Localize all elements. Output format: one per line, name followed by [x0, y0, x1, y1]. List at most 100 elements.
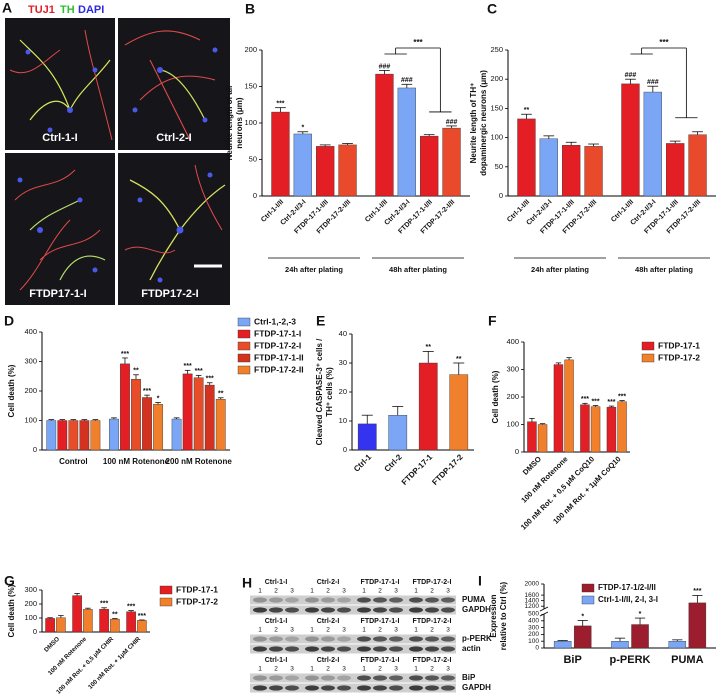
bar — [527, 421, 537, 453]
lane-label: 2 — [430, 666, 434, 673]
lane-label: 1 — [414, 666, 418, 673]
x-tick-label: 200 nM Rotenone — [166, 457, 233, 466]
y-axis-label: Cleaved CASPASE-3⁺ cells / — [315, 338, 324, 446]
panel-letter: F — [488, 313, 497, 329]
lane-label: 1 — [310, 666, 314, 673]
blot-band — [373, 597, 387, 603]
y-axis-label: Cell death (%) — [7, 364, 16, 417]
bar — [90, 420, 101, 451]
lane-label: 3 — [446, 666, 450, 673]
lane-label: 2 — [430, 627, 434, 634]
panel-letter: G — [4, 573, 15, 589]
bar — [643, 91, 662, 197]
y-tick-label: 10 — [339, 416, 347, 425]
significance-label: *** — [100, 601, 108, 608]
x-tick-label: Ctrl-1 — [352, 452, 374, 474]
legend-swatch — [641, 353, 655, 363]
bar — [621, 83, 640, 197]
neurite — [124, 30, 216, 141]
lane-label: 3 — [290, 666, 294, 673]
blot-band — [305, 607, 319, 613]
significance-label: *** — [121, 351, 129, 358]
y-axis-label: Cell death (%) — [7, 584, 16, 637]
blot-band — [337, 685, 351, 691]
lane-label: 2 — [326, 588, 330, 595]
y-tick-label: 0 — [515, 447, 519, 456]
legend-label: FTDP-17-2-II — [254, 364, 304, 374]
lane-label: 3 — [394, 627, 398, 634]
y-tick-label: 200 — [490, 74, 503, 83]
bar — [215, 399, 226, 451]
bar — [182, 373, 193, 451]
lane-label: 3 — [342, 666, 346, 673]
blot-strip — [250, 595, 456, 605]
panel-letter: D — [4, 313, 14, 329]
micrograph — [5, 153, 115, 305]
y-tick-label: 0 — [535, 645, 539, 652]
panel-letter: A — [2, 0, 12, 16]
significance-label: *** — [618, 393, 626, 400]
bar — [449, 374, 469, 451]
blot-band — [305, 685, 319, 691]
blot-band — [337, 597, 351, 603]
bar — [45, 618, 55, 633]
bar — [83, 609, 93, 633]
significance-label: ** — [112, 611, 118, 618]
bar — [537, 424, 548, 453]
tile-label: Ctrl-2-I — [156, 132, 191, 144]
lane-label: 2 — [378, 627, 382, 634]
legend-swatch — [237, 365, 251, 375]
blot-band — [425, 607, 439, 613]
y-tick-label: 200 — [24, 386, 37, 395]
blot-band — [389, 685, 403, 691]
group-label: 48h after plating — [389, 265, 447, 274]
stain-label: TH — [60, 4, 75, 16]
bar — [46, 420, 57, 451]
blot-band — [269, 597, 283, 603]
legend-label: FTDP-17-1/2-I/II — [598, 583, 656, 592]
panel-letter: E — [316, 313, 325, 329]
bar — [611, 641, 629, 649]
y-tick-label: 100 — [24, 613, 37, 622]
blot-band — [321, 636, 335, 642]
significance-label: *** — [195, 368, 203, 375]
panel-letter: I — [478, 573, 482, 589]
bar — [420, 135, 439, 197]
y-tick-label: 100 — [506, 419, 519, 428]
lane-label: 3 — [342, 588, 346, 595]
bar — [137, 620, 147, 633]
blot-band — [373, 607, 387, 613]
blot-band — [269, 685, 283, 691]
y-axis-label: dopaminergic neurons (μm) — [479, 70, 488, 176]
micrograph — [118, 18, 230, 150]
significance-label: *** — [184, 363, 192, 370]
significance-label: *** — [581, 396, 589, 403]
bar — [131, 379, 141, 451]
blot-band — [441, 685, 455, 691]
y-axis-label: neurons (μm) — [235, 97, 244, 148]
lane-label: 3 — [394, 666, 398, 673]
blot-band — [305, 636, 319, 642]
blot-group-label: FTDP-17-2-I — [413, 657, 452, 664]
blot-band — [357, 607, 371, 613]
significance-label: ### — [379, 63, 391, 70]
significance-label: ** — [524, 107, 530, 114]
bar — [517, 118, 536, 197]
blot-band — [357, 636, 371, 642]
tile-label: FTDP17-1-I — [29, 288, 86, 300]
blot-band — [357, 685, 371, 691]
blot-band — [269, 607, 283, 613]
bar — [99, 608, 109, 633]
lane-label: 2 — [378, 588, 382, 595]
bar — [375, 73, 394, 197]
legend-label: FTDP-17-2-I — [254, 340, 301, 350]
lane-label: 2 — [326, 627, 330, 634]
blot-band — [305, 597, 319, 603]
bar — [142, 397, 152, 451]
blot-band — [425, 685, 439, 691]
blot-group-label: FTDP-17-1-I — [361, 618, 400, 625]
blot-strip — [250, 683, 456, 693]
blot-band — [357, 597, 371, 603]
bar — [193, 377, 204, 451]
bracket-label: *** — [413, 38, 423, 47]
